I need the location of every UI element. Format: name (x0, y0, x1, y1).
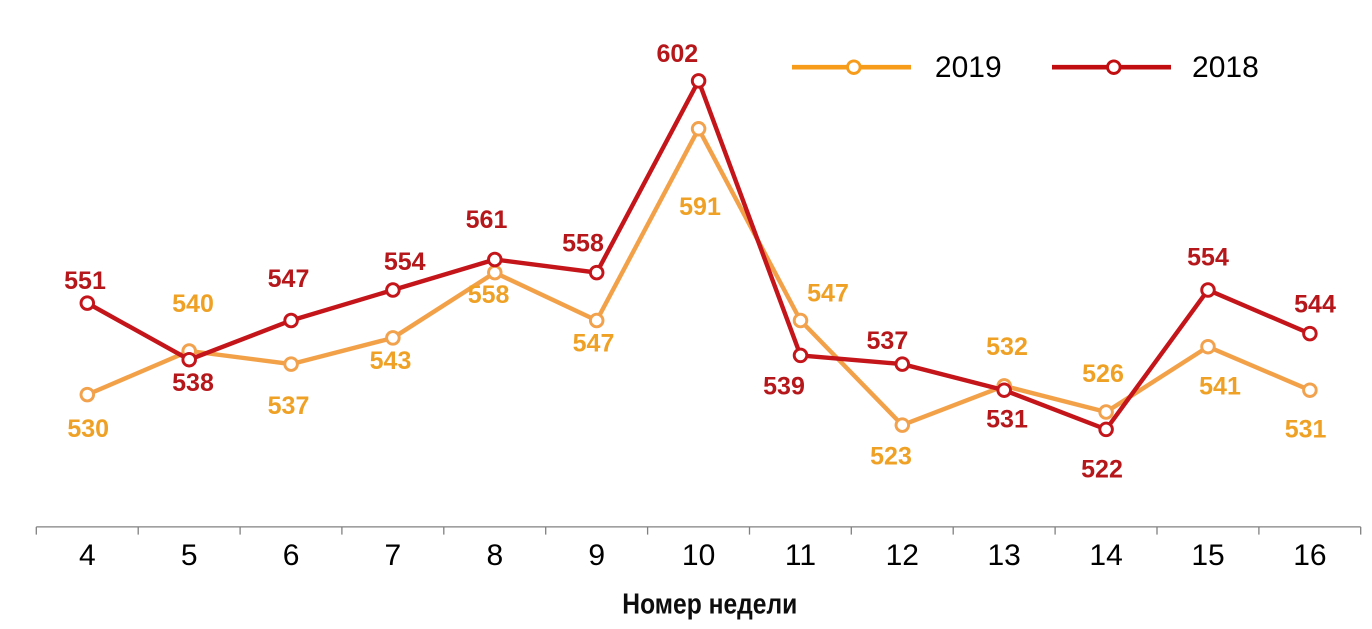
svg-text:558: 558 (562, 230, 604, 258)
svg-text:532: 532 (986, 333, 1028, 361)
svg-text:7: 7 (385, 539, 402, 572)
svg-text:547: 547 (268, 265, 310, 293)
svg-text:539: 539 (763, 372, 805, 400)
svg-text:537: 537 (268, 392, 310, 420)
svg-text:11: 11 (785, 539, 816, 572)
svg-text:538: 538 (172, 369, 214, 397)
svg-text:6: 6 (283, 539, 300, 572)
svg-text:554: 554 (1187, 243, 1229, 271)
svg-text:541: 541 (1199, 373, 1241, 401)
svg-text:Номер недели: Номер недели (622, 588, 797, 620)
svg-text:12: 12 (886, 539, 919, 572)
svg-text:13: 13 (988, 539, 1021, 572)
svg-text:15: 15 (1191, 539, 1224, 572)
svg-text:530: 530 (67, 415, 109, 443)
svg-text:16: 16 (1293, 539, 1326, 572)
svg-text:547: 547 (573, 329, 615, 357)
svg-text:591: 591 (679, 193, 721, 221)
svg-text:522: 522 (1081, 456, 1123, 484)
svg-text:2019: 2019 (935, 51, 1002, 84)
svg-text:544: 544 (1294, 291, 1336, 319)
svg-text:8: 8 (486, 539, 503, 572)
svg-text:523: 523 (870, 442, 912, 470)
svg-text:547: 547 (807, 280, 849, 308)
svg-text:14: 14 (1089, 539, 1122, 572)
svg-text:551: 551 (64, 267, 106, 295)
svg-text:531: 531 (1285, 416, 1327, 444)
svg-text:602: 602 (656, 40, 698, 68)
svg-text:561: 561 (466, 206, 508, 234)
svg-text:531: 531 (986, 406, 1028, 434)
svg-text:543: 543 (370, 347, 412, 375)
svg-text:540: 540 (172, 290, 214, 318)
svg-text:4: 4 (79, 539, 96, 572)
svg-text:558: 558 (468, 281, 510, 309)
svg-text:537: 537 (867, 327, 909, 355)
svg-text:10: 10 (682, 539, 715, 572)
svg-text:526: 526 (1082, 360, 1124, 388)
svg-text:9: 9 (588, 539, 605, 572)
svg-text:554: 554 (384, 248, 426, 276)
svg-text:2018: 2018 (1192, 51, 1259, 84)
svg-text:5: 5 (181, 539, 198, 572)
